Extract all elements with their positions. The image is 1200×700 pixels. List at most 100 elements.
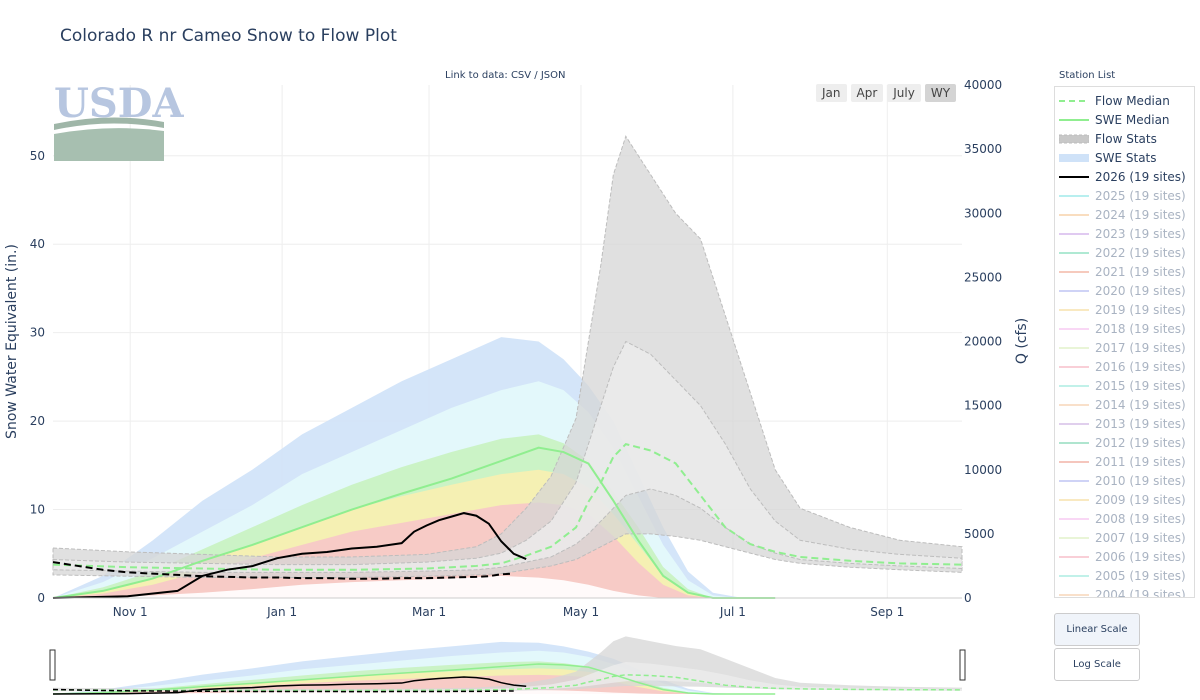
x-tick-label: May 1 [563,605,599,619]
legend-item[interactable]: 2008 (19 sites) [1055,509,1194,528]
legend-line-swatch [1059,114,1089,126]
legend-item-label: 2013 (19 sites) [1095,416,1186,431]
legend-line-swatch [1059,418,1089,430]
legend-item[interactable]: 2018 (19 sites) [1055,319,1194,338]
legend-item[interactable]: 2021 (19 sites) [1055,262,1194,281]
range-button-wy[interactable]: WY [924,84,957,102]
range-handle-left[interactable] [49,649,56,681]
legend-item[interactable]: 2004 (19 sites) [1055,585,1194,598]
legend-item[interactable]: 2024 (19 sites) [1055,205,1194,224]
legend-item[interactable]: Flow Stats [1055,129,1194,148]
y2-axis-title: Q (cfs) [1014,318,1030,364]
legend-line-swatch [1059,285,1089,297]
legend-item[interactable]: 2025 (19 sites) [1055,186,1194,205]
legend-item-label: SWE Stats [1095,150,1157,165]
legend-item[interactable]: 2014 (19 sites) [1055,395,1194,414]
y2-tick-label: 40000 [964,78,1002,92]
legend-item-label: 2019 (19 sites) [1095,302,1186,317]
legend-item-label: 2011 (19 sites) [1095,454,1186,469]
range-flow-median [52,674,963,692]
snow-flow-chart[interactable]: 0 10 20 30 40 50 0 5000 10000 15000 20000 25000 3000… [0,0,1050,700]
legend-title: Station List [1059,70,1116,81]
y-tick-label: 50 [30,149,45,163]
legend-item-label: Flow Median [1095,93,1170,108]
legend-item-label: SWE Median [1095,112,1170,127]
legend-item[interactable]: SWE Median [1055,110,1194,129]
legend-item[interactable]: 2016 (19 sites) [1055,357,1194,376]
data-link: Link to data: CSV / JSON [445,70,566,81]
legend-item[interactable]: 2009 (19 sites) [1055,490,1194,509]
range-slider[interactable] [49,622,966,695]
legend-item-label: 2008 (19 sites) [1095,511,1186,526]
x-tick-label: Nov 1 [113,605,148,619]
legend-item[interactable]: 2013 (19 sites) [1055,414,1194,433]
legend-line-swatch [1059,304,1089,316]
legend-item-label: 2024 (19 sites) [1095,207,1186,222]
y-tick-label: 10 [30,503,45,517]
y2-tick-label: 20000 [964,335,1002,349]
csv-link[interactable]: CSV [510,70,532,81]
legend-line-swatch [1059,551,1089,563]
legend-item[interactable]: 2012 (19 sites) [1055,433,1194,452]
legend[interactable]: Flow Median SWE Median Flow Stats SWE Stats… [1054,86,1195,598]
legend-item-label: 2021 (19 sites) [1095,264,1186,279]
log-scale-button[interactable]: Log Scale [1054,648,1140,681]
legend-line-swatch [1059,266,1089,278]
legend-item[interactable]: 2007 (19 sites) [1055,528,1194,547]
range-button-jan[interactable]: Jan [816,84,847,102]
legend-item[interactable]: Flow Median [1055,91,1194,110]
legend-item-label: 2014 (19 sites) [1095,397,1186,412]
legend-line-swatch [1059,342,1089,354]
legend-item[interactable]: 2011 (19 sites) [1055,452,1194,471]
legend-item-label: 2023 (19 sites) [1095,226,1186,241]
legend-item[interactable]: 2015 (19 sites) [1055,376,1194,395]
y-tick-label: 0 [37,591,45,605]
y2-tick-label: 10000 [964,463,1002,477]
legend-item[interactable]: 2017 (19 sites) [1055,338,1194,357]
legend-item[interactable]: 2005 (19 sites) [1055,566,1194,585]
legend-item[interactable]: 2019 (19 sites) [1055,300,1194,319]
legend-item[interactable]: 2006 (19 sites) [1055,547,1194,566]
legend-item[interactable]: 2010 (19 sites) [1055,471,1194,490]
legend-list: Flow Median SWE Median Flow Stats SWE Stats… [1055,87,1194,598]
linear-scale-button[interactable]: Linear Scale [1054,613,1140,646]
legend-line-swatch [1059,494,1089,506]
legend-item[interactable]: 2020 (19 sites) [1055,281,1194,300]
y-tick-label: 30 [30,326,45,340]
y-tick-label: 40 [30,237,45,251]
legend-line-swatch [1059,361,1089,373]
legend-item-label: 2007 (19 sites) [1095,530,1186,545]
swe-median-line [52,446,776,599]
legend-item-label: 2010 (19 sites) [1095,473,1186,488]
legend-line-swatch [1059,437,1089,449]
legend-item[interactable]: 2026 (19 sites) [1055,167,1194,186]
legend-item-label: 2015 (19 sites) [1095,378,1186,393]
legend-item[interactable]: 2022 (19 sites) [1055,243,1194,262]
json-link[interactable]: JSON [540,70,566,81]
range-button-apr[interactable]: Apr [850,84,884,102]
range-handle-right[interactable] [959,649,966,681]
legend-line-swatch [1059,228,1089,240]
range-selector: Jan Apr July WY [816,84,957,102]
y2-tick-label: 15000 [964,399,1002,413]
range-button-july[interactable]: July [887,84,921,102]
legend-line-swatch [1059,323,1089,335]
y2-tick-label: 35000 [964,142,1002,156]
axes: 0 10 20 30 40 50 0 5000 10000 15000 20000 25000 3000… [4,78,1030,619]
page-title: Colorado R nr Cameo Snow to Flow Plot [60,26,397,46]
y2-tick-label: 0 [964,591,972,605]
legend-item-label: 2020 (19 sites) [1095,283,1186,298]
data-link-separator: / [531,70,541,81]
legend-item[interactable]: SWE Stats [1055,148,1194,167]
legend-line-swatch [1059,247,1089,259]
flow-band-inner [52,340,963,573]
legend-line-swatch [1059,399,1089,411]
legend-item[interactable]: 2023 (19 sites) [1055,224,1194,243]
range-flow-band [53,662,962,691]
legend-item-label: 2005 (19 sites) [1095,568,1186,583]
legend-line-swatch [1059,570,1089,582]
legend-band-swatch [1058,133,1090,145]
legend-line-swatch [1059,589,1089,598]
flow-2026-line [52,561,514,580]
y-axis-title: Snow Water Equivalent (in.) [4,244,20,439]
